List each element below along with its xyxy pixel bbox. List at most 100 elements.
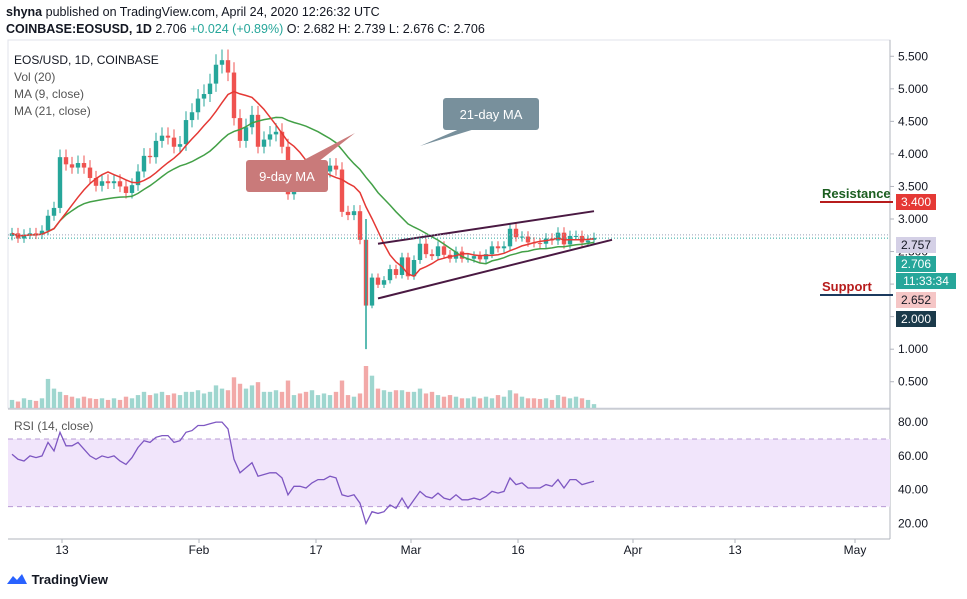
- ma21-annotation: 21-day MA: [420, 98, 539, 146]
- volume-bar: [381, 390, 387, 408]
- time-tick-label: 17: [309, 543, 323, 557]
- candle-body: [351, 211, 357, 216]
- candle-body: [477, 256, 483, 260]
- volume-bar: [591, 404, 597, 408]
- candle-body: [171, 137, 177, 147]
- candle-body: [369, 277, 375, 306]
- candle-body: [195, 98, 201, 113]
- volume-bar: [249, 385, 255, 408]
- volume-bar: [399, 390, 405, 408]
- publish-info: shyna published on TradingView.com, Apri…: [6, 5, 380, 19]
- price-tick-label: 4.000: [898, 147, 928, 161]
- candle-body: [501, 246, 507, 249]
- candle-body: [165, 135, 171, 138]
- volume-bar: [141, 391, 147, 408]
- price-badges: 3.400 2.757 2.706 11:33:34 2.652 2.000: [896, 194, 956, 327]
- volume-bar: [345, 395, 351, 408]
- volume-bar: [357, 393, 363, 408]
- volume-bar: [9, 399, 15, 408]
- candle-body: [231, 72, 237, 119]
- tradingview-logo[interactable]: TradingView: [6, 572, 108, 587]
- symbol-ohlc-line: COINBASE:EOSUSD, 1D 2.706 +0.024 (+0.89%…: [6, 22, 485, 36]
- volume-bar: [75, 398, 81, 408]
- volume-bar: [33, 400, 39, 408]
- candle-body: [375, 277, 381, 285]
- volume-bar: [225, 390, 231, 408]
- legend-ma9: MA (9, close): [14, 87, 84, 101]
- candle-body: [81, 163, 87, 168]
- candle-body: [159, 135, 165, 141]
- candle-body: [213, 64, 219, 84]
- candle-body: [111, 181, 117, 184]
- volume-bar: [435, 395, 441, 408]
- resistance-badge: 3.400: [901, 195, 931, 209]
- candle-body: [267, 134, 273, 140]
- legend-title: EOS/USD, 1D, COINBASE: [14, 53, 159, 67]
- volume-bar: [525, 398, 531, 408]
- volume-bar: [285, 380, 291, 408]
- time-tick-label: May: [844, 543, 867, 557]
- candle-body: [75, 163, 81, 168]
- candle-body: [69, 164, 75, 168]
- ma9-annotation-text: 9-day MA: [259, 169, 315, 184]
- volume-bar: [159, 391, 165, 408]
- candle-body: [105, 181, 111, 184]
- candle-body: [435, 246, 441, 257]
- volume-bar: [405, 391, 411, 408]
- volume-bar: [21, 398, 27, 408]
- volume-bar: [309, 390, 315, 408]
- volume-bar: [129, 398, 135, 408]
- candle-body: [21, 234, 27, 239]
- price-tick-label: 5.000: [898, 82, 928, 96]
- volume-bar: [549, 399, 555, 408]
- volume-bar: [501, 396, 507, 408]
- volume-bar: [273, 390, 279, 408]
- volume-bar: [447, 395, 453, 408]
- volume-bar: [567, 398, 573, 408]
- volume-bar: [39, 398, 45, 408]
- volume-bar: [177, 395, 183, 408]
- volume-bar: [543, 398, 549, 408]
- candle-body: [243, 127, 249, 141]
- candle-body: [279, 131, 285, 147]
- volume-bar: [165, 395, 171, 408]
- volume-bar: [513, 393, 519, 408]
- volume-bars: [9, 366, 597, 408]
- candle-body: [483, 254, 489, 260]
- candle-body: [123, 186, 129, 193]
- candle-body: [471, 256, 477, 259]
- price-tick-label: 4.500: [898, 114, 928, 128]
- published-text: published on TradingView.com, April 24, …: [45, 5, 380, 19]
- time-tick-label: 13: [55, 543, 69, 557]
- volume-bar: [123, 396, 129, 408]
- volume-bar: [315, 395, 321, 408]
- symbol-name: COINBASE:EOSUSD, 1D: [6, 22, 152, 36]
- volume-bar: [303, 391, 309, 408]
- ma9-annotation: 9-day MA: [246, 133, 355, 192]
- candle-body: [555, 232, 561, 241]
- volume-bar: [585, 399, 591, 408]
- price-tick-label: 3.000: [898, 212, 928, 226]
- support2-badge: 2.000: [901, 312, 931, 326]
- volume-bar: [393, 390, 399, 408]
- candle-body: [333, 165, 339, 170]
- last-price-badge: 2.706: [901, 257, 931, 271]
- candle-body: [99, 181, 105, 186]
- candle-body: [417, 243, 423, 261]
- volume-bar: [333, 391, 339, 408]
- resistance-annotation: Resistance: [820, 186, 893, 203]
- candle-body: [519, 236, 525, 238]
- support1-badge: 2.652: [901, 293, 931, 307]
- rsi-band: [8, 439, 890, 507]
- author-name[interactable]: shyna: [6, 5, 43, 19]
- rsi-tick-label: 80.00: [898, 415, 928, 429]
- volume-bar: [267, 391, 273, 408]
- price-change: +0.024 (+0.89%): [190, 22, 284, 36]
- volume-bar: [69, 396, 75, 408]
- volume-bar: [261, 391, 267, 408]
- candle-body: [249, 114, 255, 128]
- volume-bar: [51, 388, 57, 408]
- volume-bar: [471, 396, 477, 408]
- price-tick-label: 5.500: [898, 49, 928, 63]
